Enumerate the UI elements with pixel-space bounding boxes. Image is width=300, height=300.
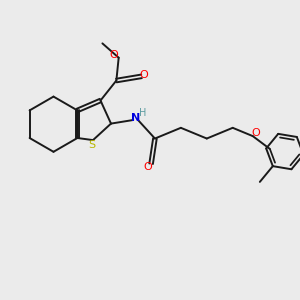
Text: O: O (109, 50, 118, 60)
Text: H: H (140, 107, 147, 118)
Text: S: S (88, 140, 95, 151)
Text: O: O (143, 162, 152, 172)
Text: O: O (251, 128, 260, 138)
Text: N: N (131, 112, 140, 123)
Text: O: O (140, 70, 148, 80)
